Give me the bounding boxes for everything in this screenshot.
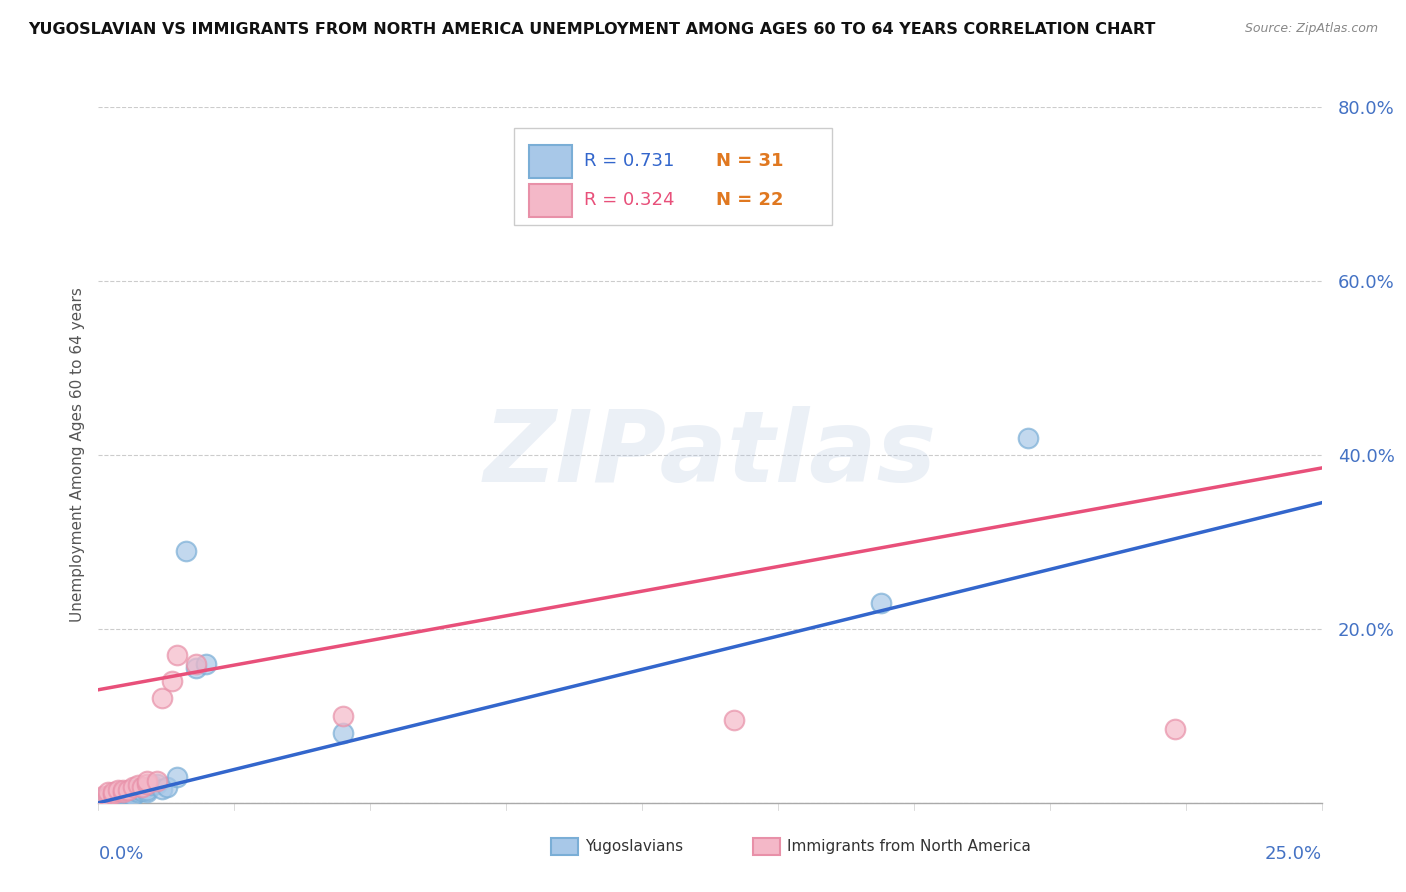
Point: [141, 778, 163, 792]
Point: [127, 785, 149, 799]
Point: [131, 783, 153, 797]
Text: Immigrants from North America: Immigrants from North America: [787, 839, 1031, 855]
FancyBboxPatch shape: [515, 128, 832, 226]
Text: ZIPatlas: ZIPatlas: [484, 407, 936, 503]
Point: [111, 785, 134, 799]
Point: [136, 777, 159, 791]
Point: [166, 648, 188, 662]
Point: [111, 785, 134, 799]
Text: R = 0.324: R = 0.324: [583, 191, 675, 210]
FancyBboxPatch shape: [529, 145, 572, 178]
Text: Source: ZipAtlas.com: Source: ZipAtlas.com: [1244, 22, 1378, 36]
Text: 25.0%: 25.0%: [1264, 845, 1322, 863]
Text: 0.0%: 0.0%: [98, 845, 143, 863]
Point: [160, 674, 183, 689]
Point: [107, 791, 129, 805]
FancyBboxPatch shape: [529, 184, 572, 217]
Point: [107, 789, 129, 803]
Point: [136, 774, 159, 789]
FancyBboxPatch shape: [551, 838, 578, 855]
Point: [121, 789, 143, 803]
Point: [136, 785, 159, 799]
Point: [127, 778, 149, 792]
Point: [1164, 722, 1187, 736]
Point: [146, 774, 169, 789]
Point: [117, 785, 139, 799]
Point: [97, 791, 120, 805]
Point: [332, 708, 354, 723]
Point: [176, 543, 198, 558]
Y-axis label: Unemployment Among Ages 60 to 64 years: Unemployment Among Ages 60 to 64 years: [69, 287, 84, 623]
Point: [723, 713, 745, 727]
Point: [91, 789, 114, 803]
Point: [121, 780, 143, 794]
Text: Yugoslavians: Yugoslavians: [585, 839, 683, 855]
Point: [101, 785, 124, 799]
Point: [111, 787, 134, 801]
Point: [107, 782, 129, 797]
Point: [186, 661, 208, 675]
Point: [131, 780, 153, 794]
Point: [101, 789, 124, 803]
Point: [1017, 431, 1039, 445]
Text: YUGOSLAVIAN VS IMMIGRANTS FROM NORTH AMERICA UNEMPLOYMENT AMONG AGES 60 TO 64 YE: YUGOSLAVIAN VS IMMIGRANTS FROM NORTH AME…: [28, 22, 1156, 37]
Point: [150, 781, 173, 796]
Point: [97, 789, 120, 803]
Point: [136, 782, 159, 797]
Point: [150, 691, 173, 706]
Text: R = 0.731: R = 0.731: [583, 153, 675, 170]
Point: [146, 777, 169, 791]
FancyBboxPatch shape: [752, 838, 780, 855]
Text: N = 22: N = 22: [716, 191, 783, 210]
Point: [156, 780, 179, 794]
Point: [195, 657, 218, 671]
Point: [117, 782, 139, 797]
Point: [111, 782, 134, 797]
Text: N = 31: N = 31: [716, 153, 783, 170]
Point: [870, 596, 893, 610]
Point: [111, 789, 134, 803]
Point: [121, 782, 143, 797]
Point: [101, 791, 124, 805]
Point: [107, 787, 129, 801]
Point: [91, 791, 114, 805]
Point: [127, 781, 149, 796]
Point: [117, 787, 139, 801]
Point: [101, 787, 124, 801]
Point: [166, 770, 188, 784]
Point: [97, 785, 120, 799]
Point: [186, 657, 208, 671]
Point: [97, 789, 120, 803]
Point: [332, 726, 354, 740]
